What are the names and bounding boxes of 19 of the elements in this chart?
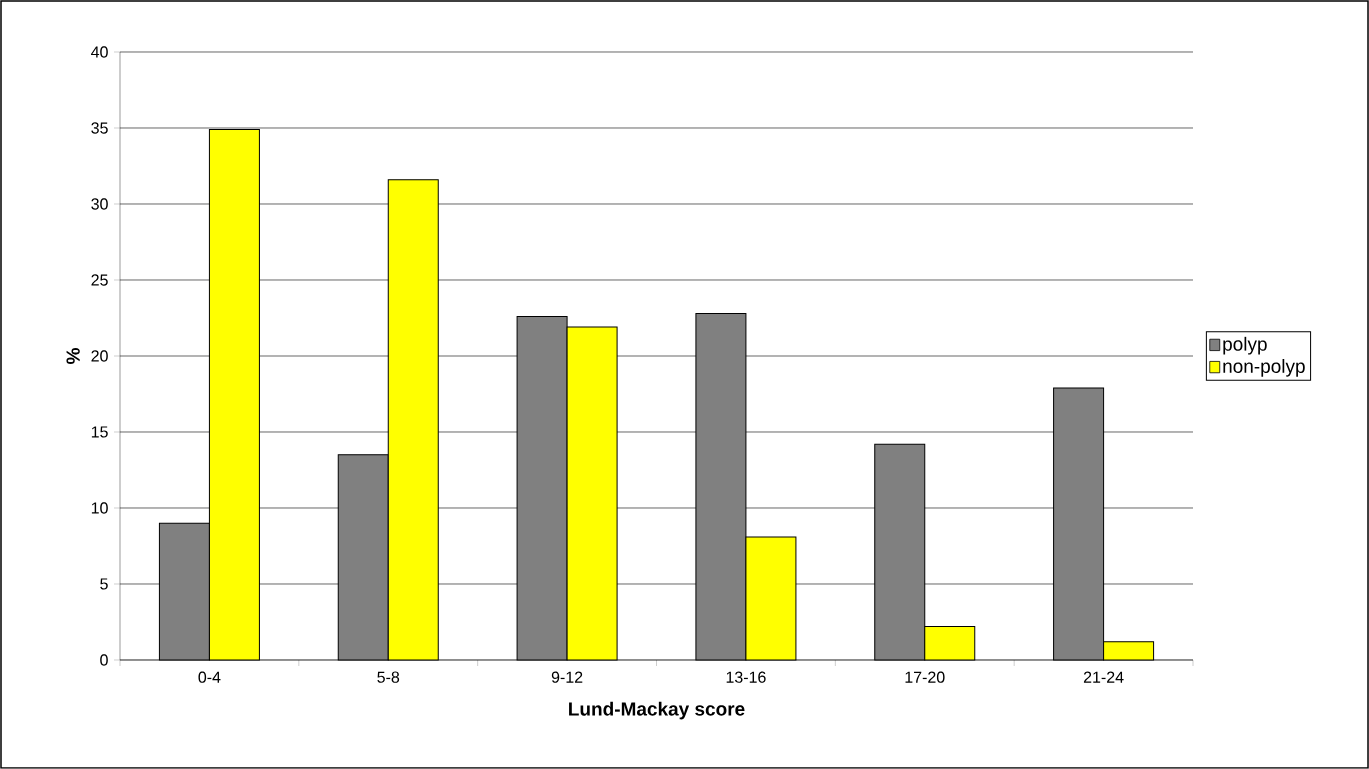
y-tick-label: 40 bbox=[91, 46, 108, 58]
x-axis-title: Lund-Mackay score bbox=[569, 701, 745, 720]
legend-label: non-polyp bbox=[1223, 359, 1305, 377]
x-tick-label: 5-8 bbox=[377, 671, 400, 683]
x-tick-label: 17-20 bbox=[905, 671, 945, 683]
y-tick-label: 25 bbox=[91, 274, 108, 286]
y-tick-label: 15 bbox=[91, 426, 108, 438]
y-tick-label: 20 bbox=[91, 350, 108, 362]
x-tick-label: 9-12 bbox=[551, 671, 583, 683]
x-tick-label: 0-4 bbox=[198, 671, 221, 683]
y-tick-label: 30 bbox=[91, 198, 108, 210]
x-tick-label: 13-16 bbox=[726, 671, 766, 683]
legend-label: polyp bbox=[1223, 336, 1267, 355]
y-tick-label: 0 bbox=[100, 654, 108, 666]
x-tick-label: 21-24 bbox=[1083, 671, 1124, 683]
y-tick-label: 5 bbox=[100, 578, 108, 590]
y-tick-label: 10 bbox=[91, 502, 108, 514]
y-axis-title: % bbox=[66, 348, 80, 364]
y-tick-label: 35 bbox=[91, 122, 108, 134]
